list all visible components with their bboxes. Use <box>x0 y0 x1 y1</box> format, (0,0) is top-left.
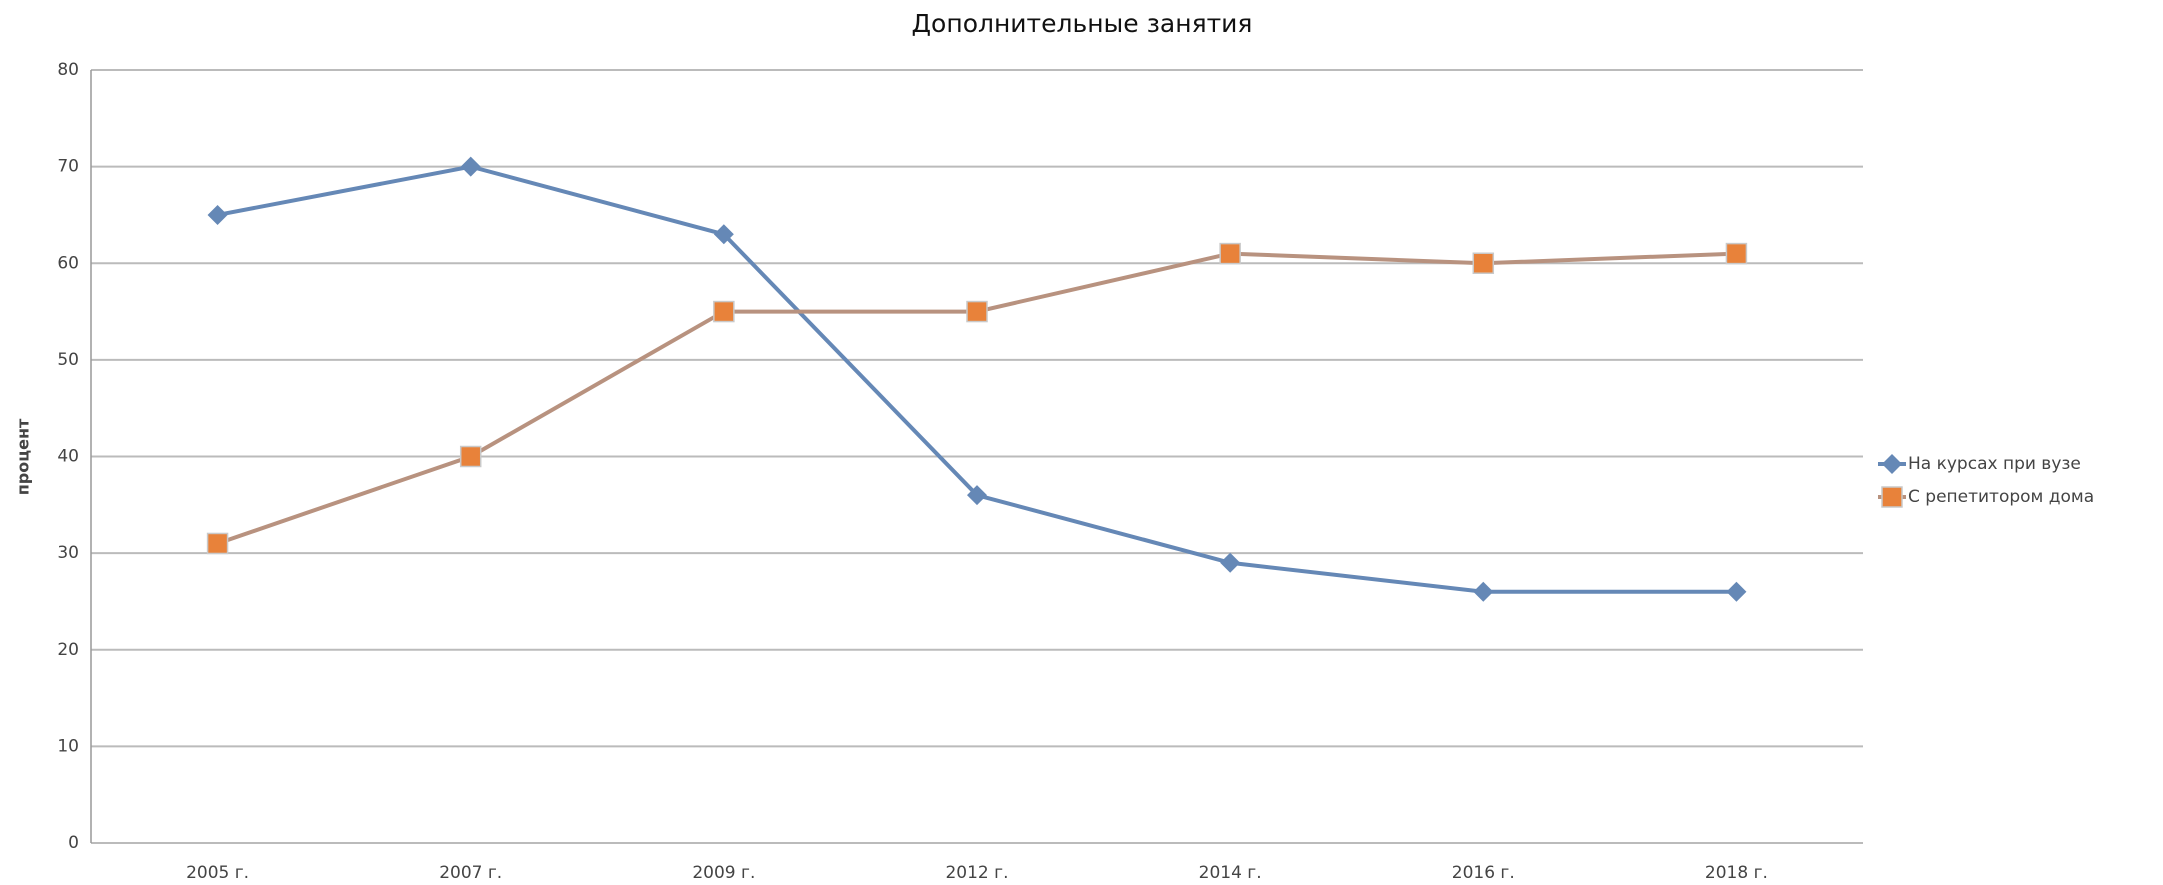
legend-marker <box>1882 454 1902 474</box>
series-line <box>217 164 1737 594</box>
y-axis-label: процент <box>14 418 33 495</box>
chart-title: Дополнительные занятия <box>912 9 1253 38</box>
y-tick-label: 20 <box>57 640 79 660</box>
y-tick-label: 30 <box>57 543 79 563</box>
x-tick-label: 2018 г. <box>1705 863 1768 883</box>
x-tick-label: 2007 г. <box>439 863 502 883</box>
data-point <box>1220 552 1241 573</box>
y-tick-label: 40 <box>57 447 79 467</box>
x-tick-label: 2005 г. <box>186 863 249 883</box>
legend-label: С репетитором дома <box>1908 487 2094 507</box>
y-tick-label: 50 <box>57 350 79 370</box>
legend-marker <box>1881 486 1903 508</box>
data-point <box>713 224 734 245</box>
data-point <box>1725 242 1748 265</box>
data-point <box>207 204 228 225</box>
data-point <box>459 445 482 468</box>
data-point <box>966 300 988 323</box>
data-point <box>1473 581 1494 602</box>
data-point <box>1726 581 1747 602</box>
y-tick-label: 0 <box>68 833 79 853</box>
data-point <box>713 300 735 323</box>
y-tick-label: 70 <box>57 157 79 177</box>
y-tick-label: 60 <box>57 253 79 273</box>
data-point <box>206 532 229 555</box>
legend-label: На курсах при вузе <box>1908 454 2081 474</box>
y-tick-label: 10 <box>57 736 79 756</box>
x-tick-label: 2012 г. <box>945 863 1008 883</box>
data-point <box>967 485 987 506</box>
data-point <box>460 156 481 177</box>
data-point <box>1472 252 1495 274</box>
x-tick-label: 2014 г. <box>1199 863 1262 883</box>
data-point <box>1219 242 1241 265</box>
y-tick-label: 80 <box>57 60 79 80</box>
x-tick-label: 2009 г. <box>692 863 755 883</box>
x-tick-label: 2016 г. <box>1452 863 1515 883</box>
